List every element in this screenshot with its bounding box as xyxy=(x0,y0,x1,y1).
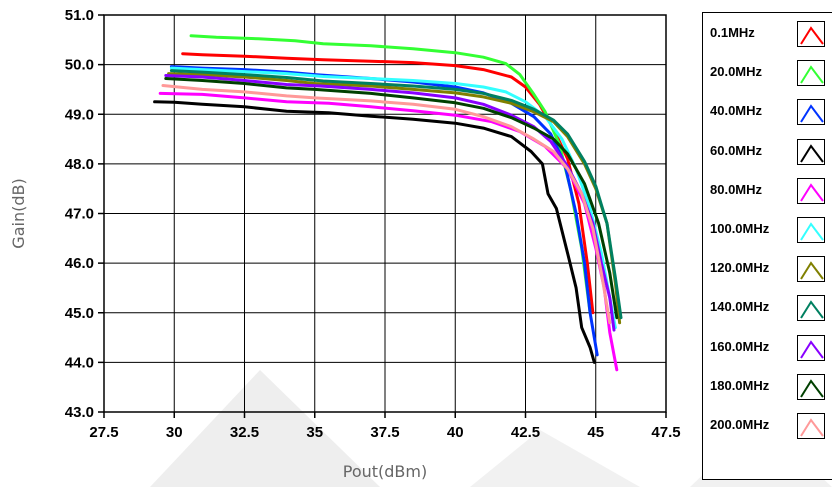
y-tick-label: 46.0 xyxy=(65,255,94,272)
legend-label: 40.0MHz xyxy=(710,103,763,119)
legend-marker xyxy=(800,379,824,398)
legend-item: 120.0MHz xyxy=(703,250,832,288)
y-tick-label: 45.0 xyxy=(65,305,94,322)
legend-label: 80.0MHz xyxy=(710,181,763,197)
legend-label: 120.0MHz xyxy=(710,260,770,276)
series-line-180-0mhz xyxy=(164,77,619,320)
series-line-60-0mhz xyxy=(153,100,596,364)
legend-marker xyxy=(800,222,824,241)
legend-marker xyxy=(800,26,824,45)
legend: 0.1MHz 20.0MHz 40.0MHz 60.0MHz 80.0MHz 100.0M… xyxy=(702,12,832,480)
legend-label: 100.0MHz xyxy=(710,221,770,236)
x-tick-label: 42.5 xyxy=(511,424,540,441)
legend-label: 180.0MHz xyxy=(710,377,770,393)
legend-item: 200.0MHz xyxy=(703,407,832,445)
legend-swatch xyxy=(797,217,825,243)
legend-item: 80.0MHz xyxy=(703,172,832,210)
legend-marker xyxy=(800,418,824,437)
legend-label: 0.1MHz xyxy=(710,25,755,40)
legend-marker xyxy=(800,65,824,84)
x-tick-label: 35 xyxy=(306,424,323,441)
legend-swatch xyxy=(797,373,825,400)
legend-swatch xyxy=(797,21,825,47)
x-tick-label: 40 xyxy=(447,424,464,441)
series-line-100-0mhz xyxy=(169,66,617,330)
legend-marker xyxy=(800,339,824,359)
legend-item: 40.0MHz xyxy=(703,93,832,131)
x-tick-label: 32.5 xyxy=(230,424,259,441)
x-axis-label: Pout(dBm) xyxy=(343,462,427,481)
legend-marker xyxy=(800,143,824,163)
legend-label: 160.0MHz xyxy=(710,338,770,354)
legend-swatch xyxy=(797,177,825,204)
x-tick-label: 30 xyxy=(166,424,183,441)
y-tick-label: 48.0 xyxy=(65,156,94,173)
y-tick-label: 44.0 xyxy=(65,354,94,371)
legend-marker xyxy=(800,183,824,202)
y-tick-label: 49.0 xyxy=(65,106,94,123)
series-group xyxy=(153,34,623,372)
x-tick-label: 27.5 xyxy=(89,424,118,441)
series-line-200-0mhz xyxy=(161,84,612,325)
legend-marker xyxy=(800,261,824,280)
legend-item: 0.1MHz xyxy=(703,15,832,53)
legend-swatch xyxy=(797,60,825,87)
y-tick-label: 47.0 xyxy=(65,206,94,223)
legend-item: 60.0MHz xyxy=(703,133,832,171)
legend-swatch xyxy=(797,138,825,165)
legend-label: 200.0MHz xyxy=(710,417,770,432)
x-tick-label: 47.5 xyxy=(651,424,680,441)
legend-swatch xyxy=(797,295,825,322)
series-line-140-0mhz xyxy=(169,69,623,320)
x-tick-label: 37.5 xyxy=(370,424,399,441)
line-chart: 27.5 30 32.5 35 37.5 40 42.5 45 47.5 43.0 44.0 45.0… xyxy=(9,7,681,481)
legend-swatch xyxy=(797,99,825,126)
legend-item: 160.0MHz xyxy=(703,329,832,367)
y-tick-label: 50.0 xyxy=(65,57,94,74)
legend-item: 20.0MHz xyxy=(703,54,832,92)
y-tick-label: 51.0 xyxy=(65,7,94,24)
axis-ticks: 27.5 30 32.5 35 37.5 40 42.5 45 47.5 43.0 44.0 45.0… xyxy=(65,7,681,441)
y-tick-label: 43.0 xyxy=(65,404,94,421)
y-axis-label: Gain(dB) xyxy=(9,178,28,248)
legend-marker xyxy=(800,104,824,123)
legend-label: 20.0MHz xyxy=(710,64,763,80)
legend-item: 180.0MHz xyxy=(703,368,832,406)
legend-item: 100.0MHz xyxy=(703,211,832,249)
legend-swatch xyxy=(797,413,825,439)
legend-marker xyxy=(800,300,824,319)
legend-item: 140.0MHz xyxy=(703,289,832,327)
legend-swatch xyxy=(797,334,825,361)
x-tick-label: 45 xyxy=(587,424,604,441)
legend-label: 140.0MHz xyxy=(710,299,770,315)
legend-swatch xyxy=(797,256,825,283)
legend-label: 60.0MHz xyxy=(710,142,763,158)
